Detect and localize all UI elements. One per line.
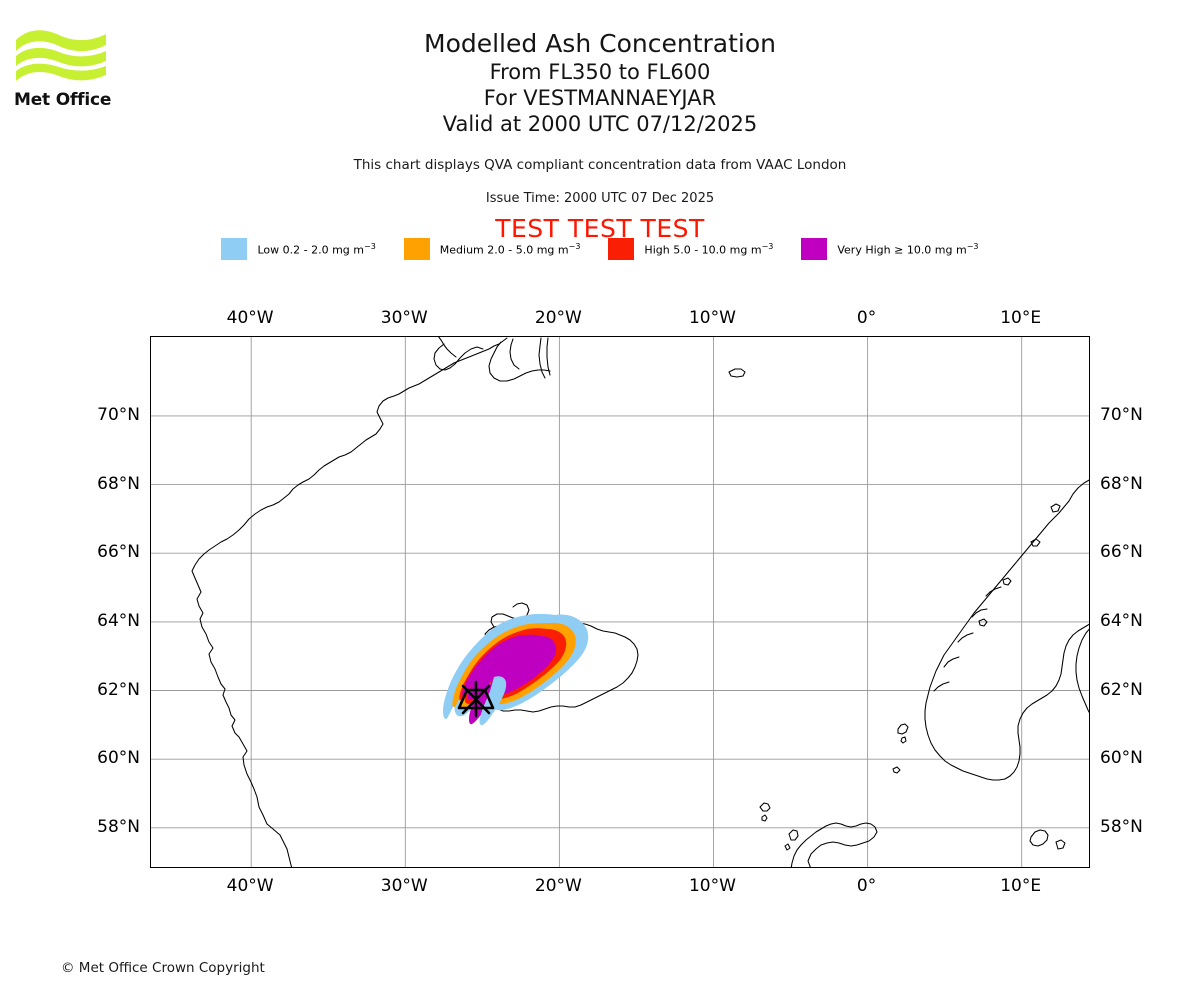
legend-item-medium: Medium 2.0 - 5.0 mg m−3: [403, 238, 581, 260]
coast-greenland: [191, 337, 508, 867]
coast-norway-fjord-1: [985, 586, 1002, 597]
legend-label-very-high: Very High ≥ 10.0 mg m−3: [837, 241, 979, 257]
coast-hebrides: [788, 829, 799, 841]
coast-norway-island-4: [978, 618, 988, 627]
lon-tick-bottom: 10°W: [688, 876, 736, 896]
legend-label-medium: Medium 2.0 - 5.0 mg m−3: [439, 241, 581, 257]
met-office-wordmark: Met Office: [14, 90, 112, 110]
coast-denmark-2: [1055, 839, 1066, 850]
coast-greenland-fjord-5: [538, 337, 546, 379]
map-canvas: [151, 337, 1089, 867]
legend-swatch-very-high: [801, 238, 828, 260]
lon-tick-top: 40°W: [226, 308, 274, 328]
flight-level-range: From FL350 to FL600: [489, 60, 711, 84]
coast-greenland-fjord-6: [546, 337, 551, 376]
ash-concentration-map: [150, 336, 1090, 868]
lat-tick-right: 58°N: [1100, 816, 1143, 837]
lon-tick-top: 20°W: [534, 308, 582, 328]
coast-jan-mayen: [728, 368, 746, 378]
lat-tick-right: 68°N: [1100, 473, 1143, 494]
volcano-marker-icon: [457, 680, 495, 718]
coast-greenland-fjord-1: [438, 337, 457, 358]
valid-time: Valid at 2000 UTC 07/12/2025: [442, 112, 758, 136]
plume-contour-very-high: [462, 634, 557, 700]
lat-tick-left: 60°N: [97, 748, 140, 769]
legend-item-very-high: Very High ≥ 10.0 mg m−3: [801, 238, 979, 260]
lon-tick-bottom: 40°W: [226, 876, 274, 896]
coast-greenland-fjord-3: [488, 341, 551, 382]
lon-tick-top: 10°E: [1000, 308, 1042, 328]
lat-tick-left: 58°N: [97, 816, 140, 837]
legend-item-low: Low 0.2 - 2.0 mg m−3: [221, 238, 376, 260]
coast-hebrides-2: [784, 843, 791, 851]
coast-scotland: [790, 822, 878, 867]
coast-norway: [924, 479, 1089, 781]
coast-shetland: [897, 723, 909, 735]
coast-greenland-fjord-4: [509, 338, 520, 370]
volcano-name: For VESTMANNAEYJAR: [483, 86, 717, 110]
coastlines: [191, 337, 1089, 867]
lat-tick-left: 68°N: [97, 473, 140, 494]
met-office-logo: Met Office: [14, 26, 114, 114]
coast-norway-fjord-4: [943, 656, 960, 668]
legend-swatch-medium: [403, 238, 430, 260]
lon-tick-top: 10°W: [688, 308, 736, 328]
page-title: Modelled Ash Concentration: [424, 29, 776, 58]
coast-norway-island-3: [1002, 577, 1012, 586]
coast-faroe-2: [761, 814, 768, 822]
coast-sweden: [1075, 628, 1089, 714]
lat-tick-right: 70°N: [1100, 404, 1143, 425]
coast-shetland-2: [900, 736, 907, 744]
lon-tick-top: 30°W: [380, 308, 428, 328]
lon-tick-bottom: 10°E: [1000, 876, 1042, 896]
lat-tick-right: 62°N: [1100, 679, 1143, 700]
legend-label-high: High 5.0 - 10.0 mg m−3: [644, 241, 774, 257]
lat-tick-left: 64°N: [97, 610, 140, 631]
coast-orkney: [892, 766, 901, 774]
copyright-notice: © Met Office Crown Copyright: [61, 960, 265, 976]
graticule-grid: [151, 337, 1089, 867]
title-block: Modelled Ash Concentration From FL350 to…: [0, 28, 1200, 137]
plume-tail-low: [479, 676, 507, 726]
legend-label-low: Low 0.2 - 2.0 mg m−3: [257, 241, 376, 257]
coast-norway-fjord-5: [933, 681, 950, 692]
qva-note: This chart displays QVA compliant concen…: [353, 157, 847, 173]
coast-norway-fjord-3: [957, 632, 974, 643]
lat-tick-left: 66°N: [97, 542, 140, 563]
lat-tick-left: 62°N: [97, 679, 140, 700]
lat-tick-right: 66°N: [1100, 542, 1143, 563]
map-plot-area: [150, 336, 1090, 868]
issue-time: Issue Time: 2000 UTC 07 Dec 2025: [485, 191, 715, 206]
concentration-legend: Low 0.2 - 2.0 mg m−3 Medium 2.0 - 5.0 mg…: [0, 238, 1200, 260]
coast-denmark: [1029, 829, 1049, 847]
lat-tick-right: 60°N: [1100, 748, 1143, 769]
lat-tick-right: 64°N: [1100, 610, 1143, 631]
legend-swatch-low: [221, 238, 248, 260]
legend-item-high: High 5.0 - 10.0 mg m−3: [608, 238, 773, 260]
coast-faroe: [759, 802, 771, 812]
lat-tick-left: 70°N: [97, 404, 140, 425]
coast-norway-fjord-2: [971, 608, 988, 618]
coast-greenland-fjord-2: [433, 343, 484, 371]
lon-tick-bottom: 20°W: [534, 876, 582, 896]
test-banner: TEST TEST TEST: [495, 214, 705, 243]
coast-norway-island-2: [1030, 538, 1041, 547]
lon-tick-top: 0°: [856, 308, 877, 328]
legend-swatch-high: [608, 238, 635, 260]
lon-tick-bottom: 30°W: [380, 876, 428, 896]
wave-logo-icon: [16, 30, 106, 81]
coast-norway-island-1: [1050, 503, 1061, 513]
lon-tick-bottom: 0°: [856, 876, 877, 896]
